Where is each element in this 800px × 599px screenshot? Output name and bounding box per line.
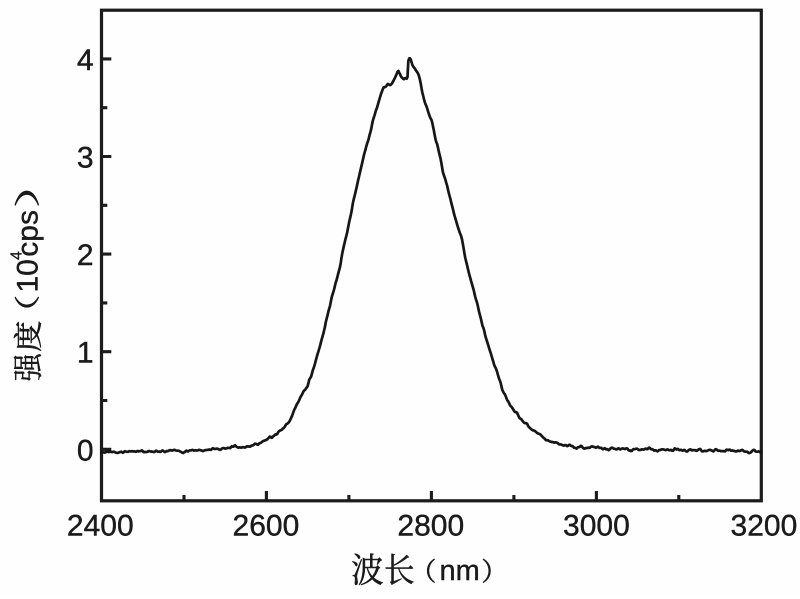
svg-text:cps: cps	[12, 210, 45, 257]
svg-text:3200: 3200	[731, 509, 798, 542]
svg-text:0: 0	[77, 434, 94, 467]
svg-text:2: 2	[77, 239, 94, 272]
svg-text:10: 10	[12, 259, 45, 292]
svg-text:4: 4	[9, 251, 26, 260]
svg-text:2400: 2400	[67, 509, 134, 542]
svg-text:2600: 2600	[233, 509, 300, 542]
svg-text:1: 1	[77, 337, 94, 370]
svg-text:4: 4	[77, 44, 94, 77]
svg-text:3: 3	[77, 142, 94, 175]
svg-text:3000: 3000	[563, 509, 630, 542]
svg-text:nm: nm	[440, 555, 480, 587]
svg-text:2800: 2800	[397, 509, 464, 542]
